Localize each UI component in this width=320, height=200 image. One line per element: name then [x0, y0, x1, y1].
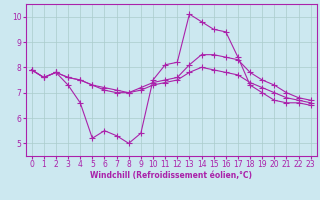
X-axis label: Windchill (Refroidissement éolien,°C): Windchill (Refroidissement éolien,°C): [90, 171, 252, 180]
